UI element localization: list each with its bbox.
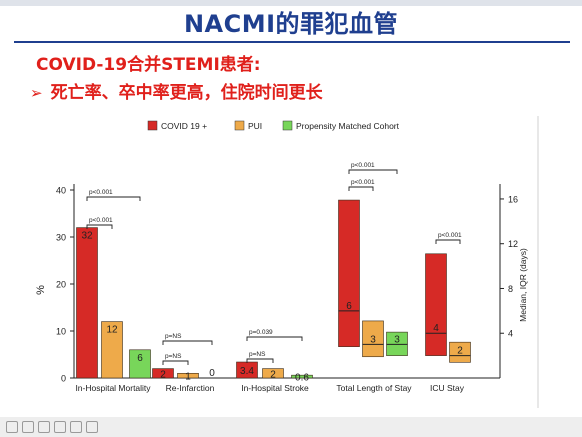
bar-value-label: 0	[209, 368, 215, 379]
y-tick-label-left: 20	[56, 280, 66, 290]
y-axis-label-left: %	[35, 285, 47, 295]
y-tick-label-left: 40	[56, 186, 66, 196]
bars: 32 12 6 2 1 0 3.4 2 0.6 6 3 3 4 2	[76, 199, 471, 384]
significance-bracket	[348, 186, 374, 191]
bar-value-label: 2	[270, 369, 276, 380]
p-value-label: p=NS	[165, 333, 182, 340]
significance-bracket	[162, 340, 213, 345]
y-axis-label-right: Median, IQR (days)	[518, 248, 528, 322]
p-value-label: p<0.001	[89, 217, 113, 224]
p-value-label: p=NS	[249, 351, 266, 358]
pen-tool-icon[interactable]	[38, 421, 50, 433]
p-value-label: p<0.001	[89, 189, 113, 196]
p-value-label: p=NS	[165, 353, 182, 360]
iqr-box	[449, 341, 471, 363]
category-label: ICU Stay	[430, 383, 465, 393]
bar	[76, 227, 98, 379]
bar	[101, 321, 123, 379]
slide-title: NACMI的罪犯血管	[183, 10, 399, 38]
median-value-label: 6	[346, 301, 352, 312]
median-value-label: 3	[394, 334, 400, 345]
legend: COVID 19 + PUI Propensity Matched Cohort	[147, 120, 400, 131]
y-tick-label-left: 0	[61, 374, 66, 384]
legend-label: PUI	[248, 121, 262, 131]
zoom-icon[interactable]	[54, 421, 66, 433]
y-tick-label-right: 12	[508, 239, 518, 249]
bar	[152, 368, 174, 379]
bar	[262, 368, 284, 379]
bar	[129, 349, 151, 379]
significance-bracket	[86, 196, 141, 201]
bar-value-label: 3.4	[240, 366, 254, 377]
median-value-label: 4	[433, 323, 439, 334]
category-label: Total Length of Stay	[336, 383, 412, 393]
next-slide-icon[interactable]	[22, 421, 34, 433]
significance-bracket	[348, 169, 398, 174]
significance-bracket	[246, 358, 274, 363]
slide-bullet: ➢ 死亡率、卒中率更高，住院时间更长	[30, 78, 323, 103]
legend-swatch	[282, 120, 293, 131]
presentation-toolbar	[0, 417, 582, 437]
y-tick-label-right: 4	[508, 329, 513, 339]
title-divider	[14, 41, 570, 43]
category-label: In-Hospital Mortality	[75, 383, 151, 393]
legend-label: COVID 19 +	[161, 121, 207, 131]
category-label: Re-Infarction	[166, 383, 215, 393]
slide-subtitle: COVID-19合并STEMI患者:	[36, 55, 261, 75]
y-tick-label-left: 10	[56, 327, 66, 337]
bar-value-label: 0.6	[295, 373, 309, 384]
iqr-box	[338, 199, 360, 347]
p-value-label: p<0.001	[438, 232, 462, 239]
significance-bracket	[435, 239, 461, 244]
median-value-label: 2	[457, 346, 463, 357]
y-tick-label-right: 16	[508, 194, 518, 204]
legend-swatch	[234, 120, 245, 131]
bullet-arrow-icon: ➢	[30, 84, 43, 102]
bar	[177, 372, 199, 379]
legend-swatch	[147, 120, 158, 131]
bar-value-label: 1	[185, 372, 191, 383]
bar-value-label: 12	[106, 325, 118, 336]
annotations: p<0.001 p<0.001 p=NS p=NS p=0.039 p=NS p<0.001…	[86, 162, 462, 365]
y-tick-label-right: 8	[508, 284, 513, 294]
significance-bracket	[86, 224, 113, 229]
significance-bracket	[246, 336, 303, 341]
bar-value-label: 32	[81, 231, 93, 242]
legend-label: Propensity Matched Cohort	[296, 121, 400, 131]
slide-top-bar	[0, 0, 582, 6]
bar-value-label: 6	[137, 353, 143, 364]
iqr-box	[425, 253, 447, 356]
iqr-box	[386, 331, 408, 356]
bullet-text: 死亡率、卒中率更高，住院时间更长	[50, 83, 323, 103]
p-value-label: p=0.039	[249, 329, 273, 336]
more-options-icon[interactable]	[86, 421, 98, 433]
previous-slide-icon[interactable]	[6, 421, 18, 433]
bar-value-label: 2	[160, 369, 166, 380]
iqr-box	[362, 320, 384, 358]
y-tick-label-left: 30	[56, 233, 66, 243]
category-label: In-Hospital Stroke	[241, 383, 309, 393]
bar	[291, 374, 313, 379]
p-value-label: p<0.001	[351, 162, 375, 169]
significance-bracket	[162, 360, 189, 365]
p-value-label: p<0.001	[351, 179, 375, 186]
slides-overview-icon[interactable]	[70, 421, 82, 433]
median-value-label: 3	[370, 334, 376, 345]
